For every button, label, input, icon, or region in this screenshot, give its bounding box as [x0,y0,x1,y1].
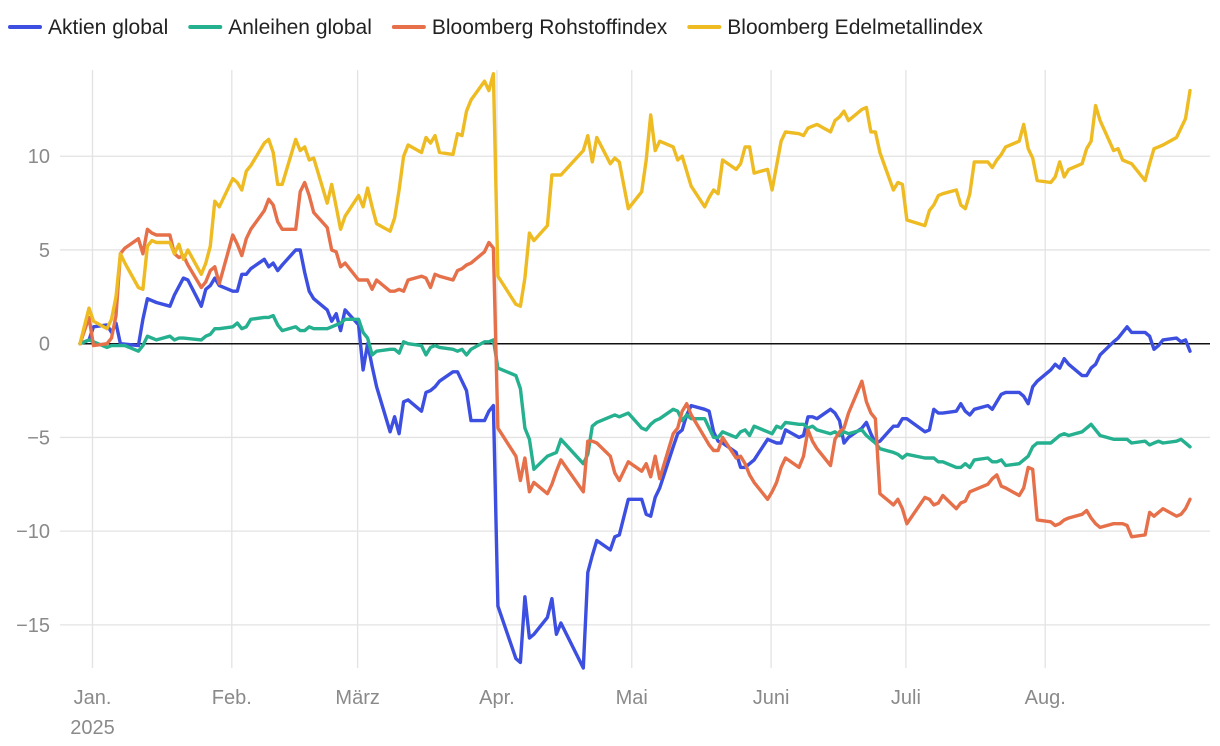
legend-label: Anleihen global [228,16,372,39]
series-line-1 [78,313,1192,471]
x-axis-tick-labels: Jan. 2025 Feb. März Apr. Mai Juni Juli Aug. [70,687,1066,739]
x-tick-label: Apr. [479,687,515,709]
y-tick-label: −10 [16,521,50,543]
x-tick-label: Feb. [212,687,252,709]
x-tick-label: Juni [753,687,790,709]
y-tick-label: −5 [27,427,50,449]
series-line-2 [78,180,1192,539]
legend-label: Aktien global [48,16,168,39]
y-axis-tick-labels: 10 5 0 −5 −10 −15 [16,146,50,637]
legend-label: Bloomberg Edelmetallindex [727,16,983,39]
y-tick-label: −15 [16,615,50,637]
x-tick-label: Mai [616,687,648,709]
y-gridlines [60,155,1210,626]
series-line-3 [78,72,1192,346]
legend-label: Bloomberg Rohstoffindex [432,16,668,39]
series-line-0 [78,248,1192,670]
y-tick-label: 10 [28,146,50,168]
x-gridlines [91,70,1046,668]
legend: Aktien global Anleihen global Bloomberg Ro… [8,16,983,39]
x-tick-label: Jan. [74,687,112,709]
x-tick-label: Juli [891,687,921,709]
x-tick-sublabel: 2025 [70,717,115,739]
x-tick-label: Aug. [1025,687,1066,709]
series-lines [78,72,1192,670]
x-tick-label: März [335,687,379,709]
y-tick-label: 5 [39,240,50,262]
y-tick-label: 0 [39,334,50,356]
